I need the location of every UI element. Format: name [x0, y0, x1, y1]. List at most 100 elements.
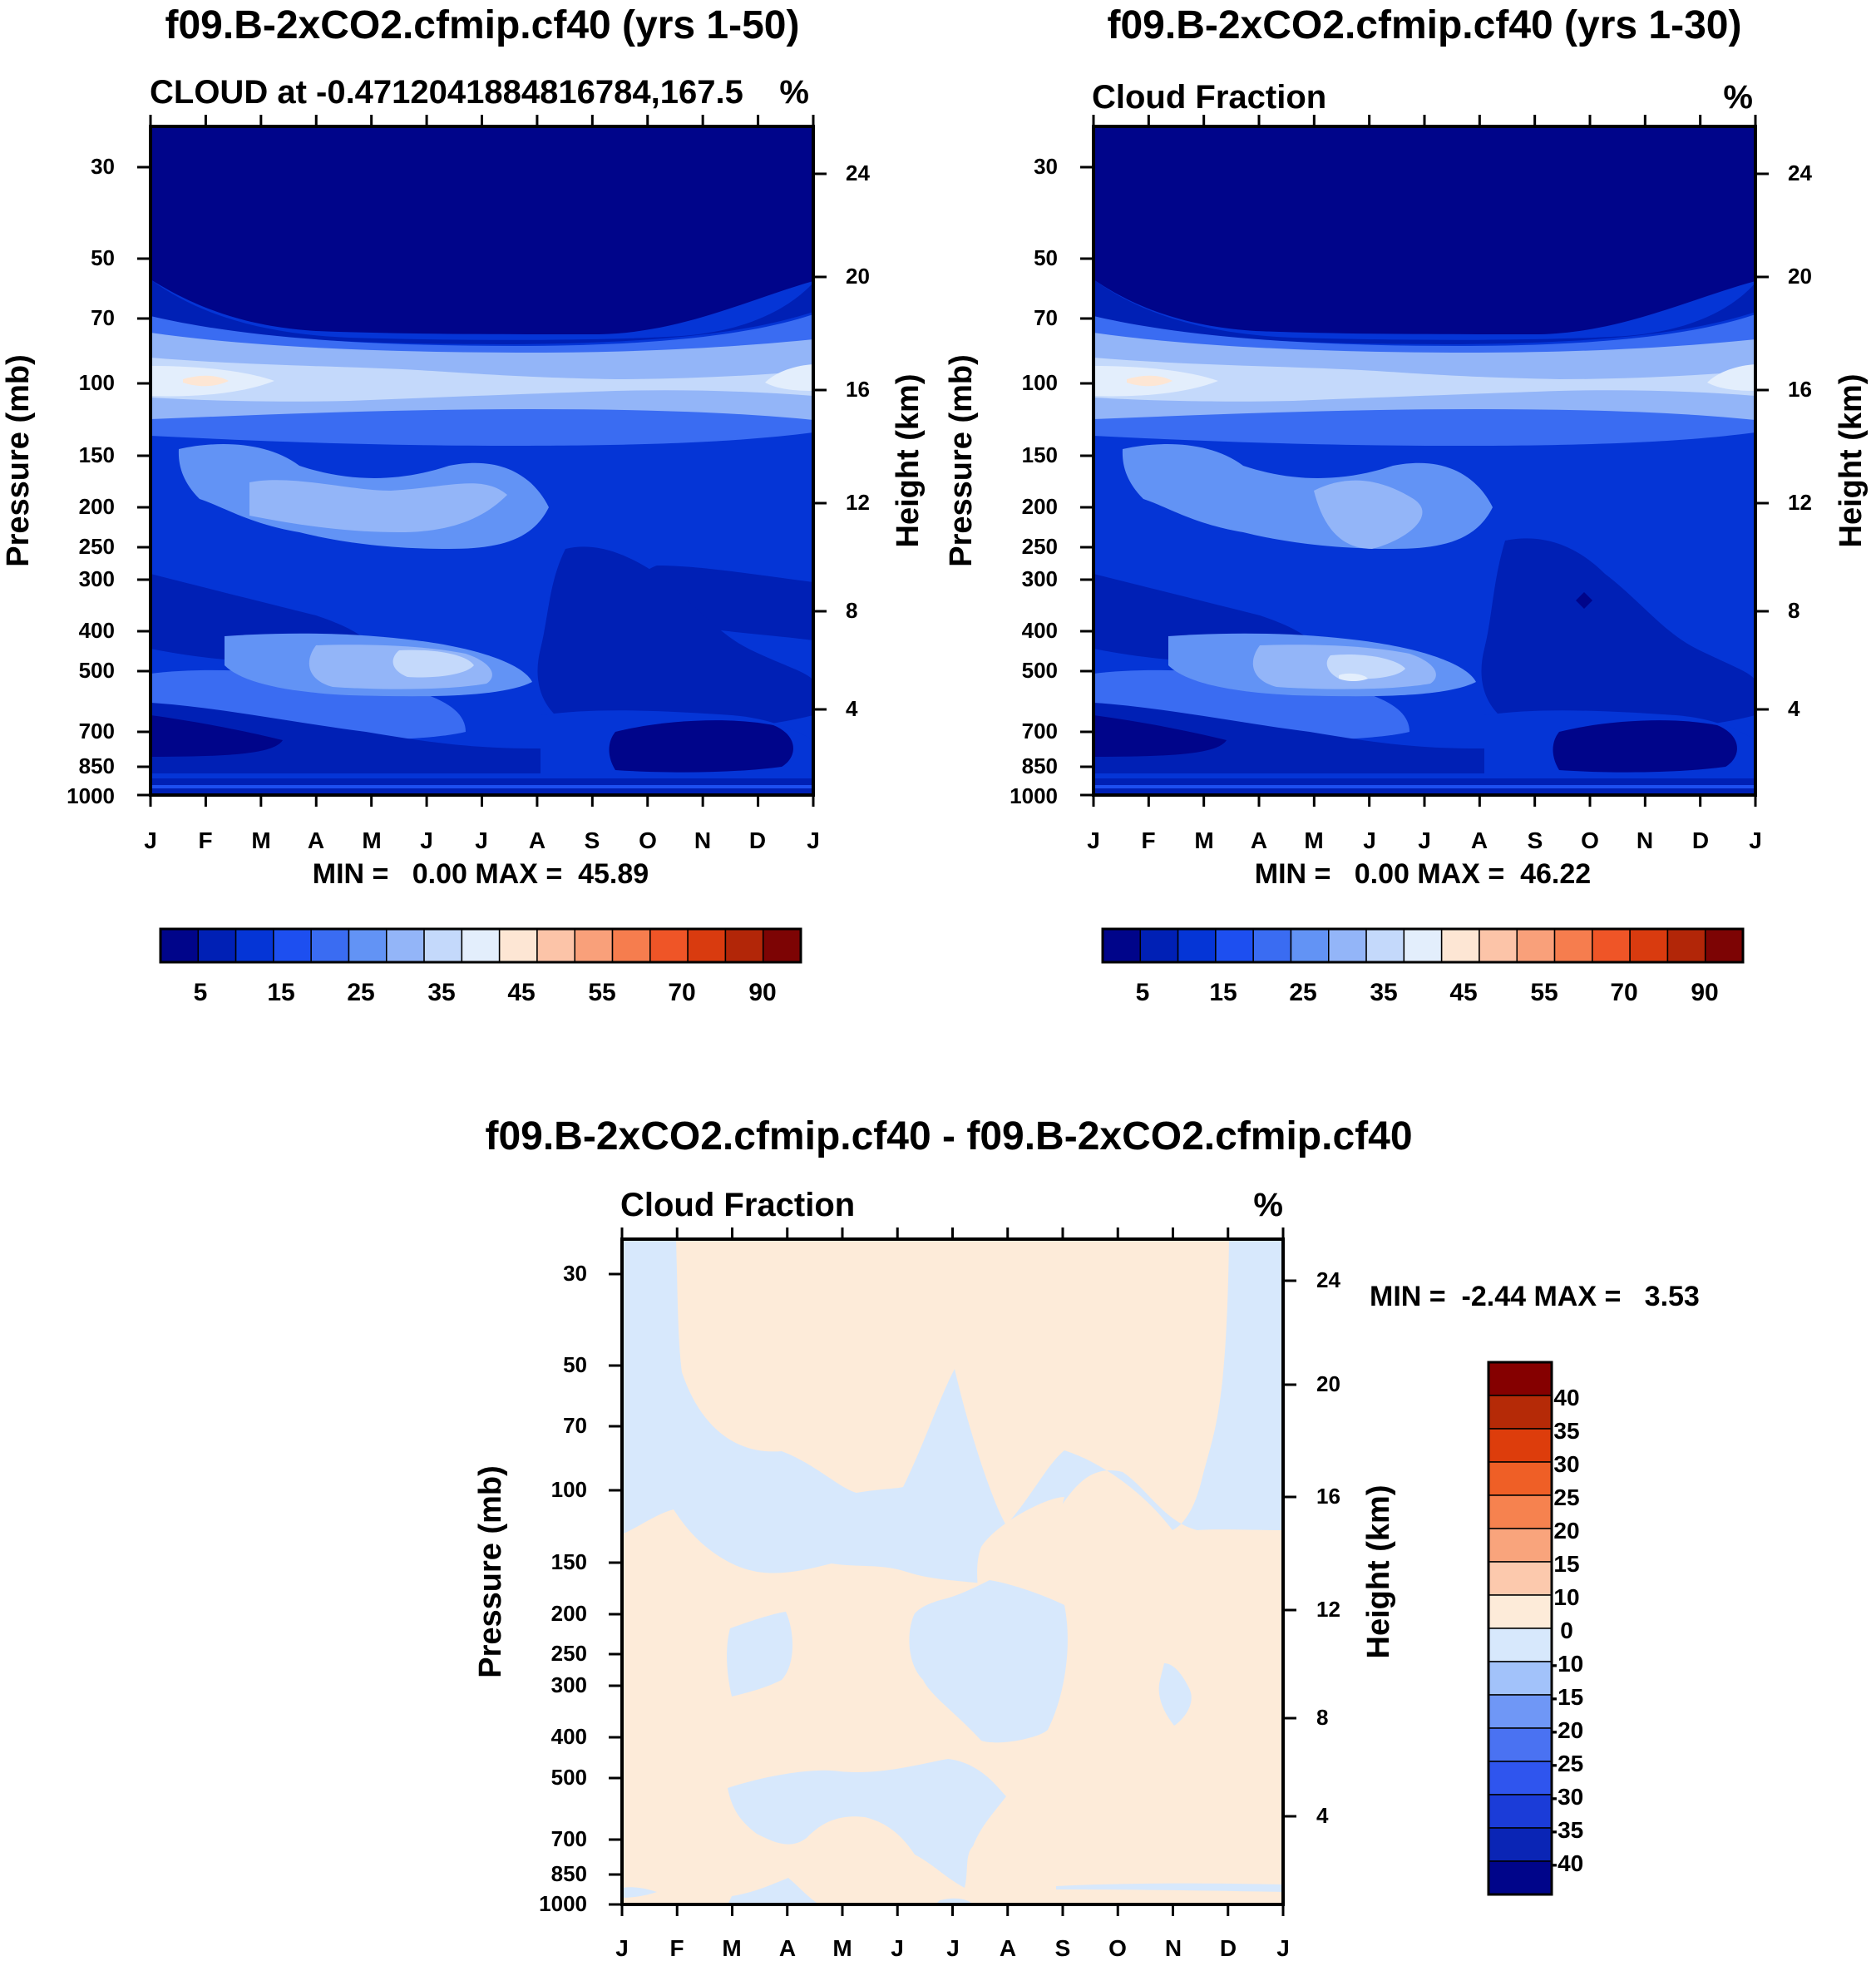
colorbar-swatch — [724, 928, 764, 963]
y-tick-label: 850 — [79, 753, 115, 778]
y-tick-label: 150 — [1022, 442, 1058, 467]
panel3-colorbar-label: 0 — [1560, 1618, 1573, 1643]
contour-fill — [537, 546, 813, 732]
colorbar-swatch — [273, 928, 312, 963]
x-tick-label: J — [144, 827, 157, 853]
colorbar-swatch — [1666, 928, 1706, 963]
y-tick-label: 700 — [551, 1826, 587, 1851]
colorbar-swatch — [1488, 1628, 1553, 1662]
panel2-contours — [1094, 126, 1755, 795]
panel3-colorbar-label: -35 — [1550, 1817, 1583, 1843]
x-tick-label: J — [1276, 1935, 1290, 1961]
panel3-ylabel: Pressure (mb) — [473, 1465, 508, 1678]
colorbar-swatch — [423, 928, 463, 963]
y2-tick-label: 24 — [1788, 161, 1812, 185]
contour-fill — [392, 650, 474, 678]
x-tick-label: A — [1000, 1935, 1016, 1961]
colorbar-swatch — [1516, 928, 1556, 963]
panel3-colorbar-label: 10 — [1553, 1584, 1579, 1610]
contour-fill — [1056, 1883, 1283, 1892]
contour-fill — [977, 1497, 1064, 1609]
y-tick-label: 1000 — [67, 783, 115, 808]
panel3-colorbar-labels: 40 35 30 25 20 15 10 0 -10 -15 -20 -25 -… — [1550, 1385, 1583, 1876]
panel1-colorbar-label: 90 — [748, 979, 776, 1006]
contour-fill — [765, 364, 813, 391]
y-tick-label: 70 — [91, 305, 115, 330]
contour-fill — [1553, 720, 1737, 773]
contour-fill — [1326, 654, 1405, 679]
contour-fill — [909, 1580, 1068, 1743]
y2-tick-label: 12 — [1316, 1597, 1340, 1622]
panel-cloud-difference: f09.B-2xCO2.cfmip.cf40 - f09.B-2xCO2.cfm… — [473, 1114, 1700, 1961]
y2-tick-label: 4 — [846, 696, 858, 721]
contour-fill — [249, 480, 507, 532]
contour-fill — [1094, 715, 1227, 757]
panel3-left-label: Cloud Fraction — [620, 1187, 855, 1223]
panel1-colorbar-label: 5 — [194, 979, 208, 1006]
y-tick-label: 50 — [91, 245, 115, 270]
contour-fill — [151, 126, 813, 334]
colorbar-swatch — [1488, 1594, 1553, 1629]
y2-tick-label: 4 — [1788, 696, 1800, 721]
x-tick-label: A — [1471, 827, 1488, 853]
panel1-colorbar-label: 15 — [267, 979, 294, 1006]
colorbar-swatch — [234, 928, 274, 963]
colorbar-swatch — [1328, 928, 1367, 963]
y-tick-label: 250 — [79, 534, 115, 559]
contour-fill — [151, 785, 813, 788]
panel2-colorbar-label: 45 — [1449, 979, 1477, 1006]
y-tick-label: 100 — [551, 1477, 587, 1502]
x-tick-label: M — [1304, 827, 1323, 853]
y2-tick-label: 16 — [1788, 377, 1812, 402]
y2-tick-label: 8 — [846, 598, 857, 623]
contour-fill — [728, 1878, 819, 1904]
panel1-colorbar-label: 70 — [668, 979, 695, 1006]
axes-layer — [137, 115, 1769, 1916]
colorbar-swatch — [1215, 928, 1254, 963]
panel1-colorbar-label: 35 — [427, 979, 455, 1006]
colorbar-swatch — [1488, 1395, 1553, 1430]
y-tick-label: 30 — [563, 1261, 587, 1286]
panel2-title: f09.B-2xCO2.cfmip.cf40 (yrs 1-30) — [1108, 3, 1742, 47]
x-tick-label: S — [585, 827, 600, 853]
colorbar-swatch — [1252, 928, 1292, 963]
contour-fill — [1158, 1663, 1192, 1726]
x-tick-label: J — [475, 827, 488, 853]
contour-fill — [728, 1759, 1006, 1888]
colorbar-swatch — [160, 928, 200, 963]
x-tick-label: J — [615, 1935, 629, 1961]
y-tick-label: 50 — [563, 1352, 587, 1377]
y-tick-label: 200 — [79, 494, 115, 519]
panel3-title: f09.B-2xCO2.cfmip.cf40 - f09.B-2xCO2.cfm… — [485, 1114, 1412, 1158]
y-tick-label: 250 — [551, 1641, 587, 1666]
colorbar-swatch — [1592, 928, 1631, 963]
contour-fill — [1094, 126, 1755, 334]
colorbar-frame — [159, 927, 802, 964]
y2-tick-label: 20 — [846, 264, 870, 289]
colorbar-frame — [1101, 927, 1745, 964]
panel-cloud-yrs-1-30: f09.B-2xCO2.cfmip.cf40 (yrs 1-30) Cloud … — [944, 3, 1869, 1006]
contour-fill — [609, 720, 793, 773]
y2-tick-label: 16 — [846, 377, 870, 402]
x-tick-label: O — [639, 827, 657, 853]
contour-fill — [622, 1239, 1283, 1584]
panel3-x-ticks: J F M A M J J A S O N D J — [615, 1935, 1290, 1961]
x-tick-label: A — [779, 1935, 796, 1961]
panel3-colorbar-label: -15 — [1550, 1684, 1583, 1710]
y2-tick-label: 20 — [1316, 1371, 1340, 1396]
colorbar-swatch — [611, 928, 651, 963]
colorbar-swatch — [762, 928, 802, 963]
panel3-units: % — [1253, 1187, 1283, 1223]
y-tick-label: 850 — [1022, 753, 1058, 778]
colorbar-swatch — [574, 928, 614, 963]
colorbar-frame — [1487, 1361, 1553, 1896]
panel3-colorbar-label: -20 — [1550, 1717, 1583, 1743]
colorbar-swatch — [1290, 928, 1330, 963]
panel2-left-label: Cloud Fraction — [1092, 79, 1326, 116]
x-tick-label: J — [807, 827, 820, 853]
panel3-colorbar-label: 40 — [1553, 1385, 1579, 1410]
panel2-colorbar-label: 5 — [1136, 979, 1150, 1006]
x-tick-label: M — [362, 827, 381, 853]
contour-fill — [1576, 592, 1592, 609]
colorbar-swatch — [649, 928, 689, 963]
